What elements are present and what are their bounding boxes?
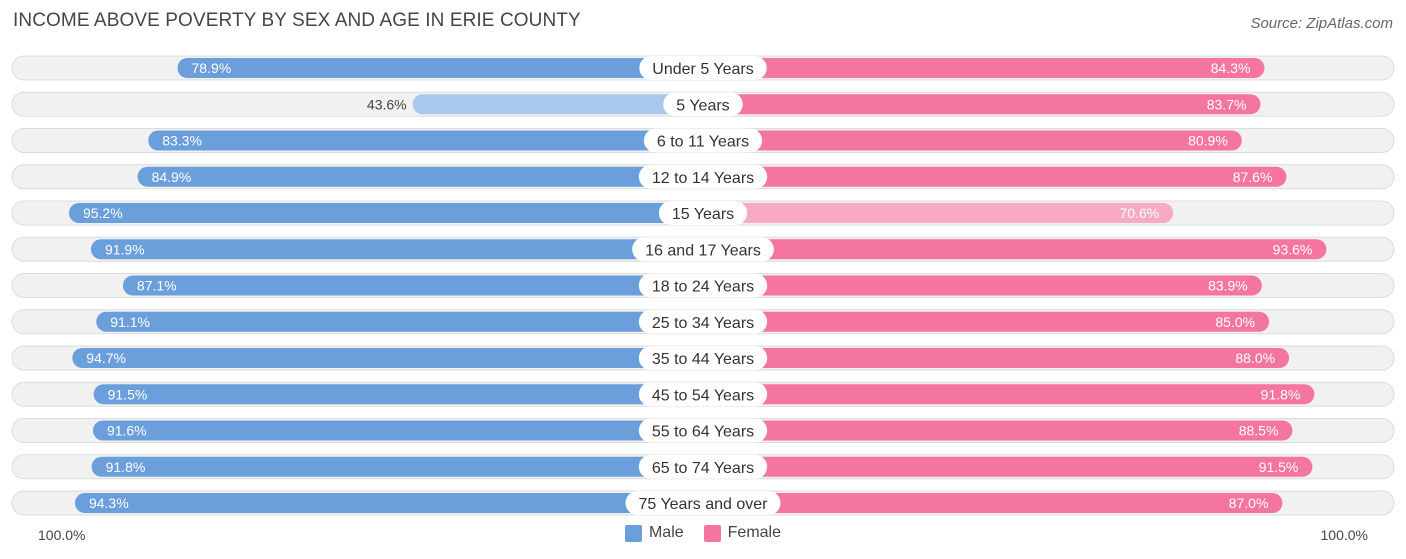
- female-bar: [703, 275, 1262, 296]
- category-pill: [632, 237, 774, 262]
- female-bar: [703, 311, 1270, 332]
- male-value-label: 94.3%: [89, 495, 129, 511]
- male-bar: [74, 493, 704, 513]
- male-bar: [148, 130, 704, 151]
- category-label: Under 5 Years: [652, 61, 753, 78]
- male-bar: [90, 239, 704, 260]
- female-value-label: 85.0%: [1215, 314, 1255, 330]
- female-bar: [703, 384, 1315, 405]
- male-value-label: 91.5%: [108, 386, 148, 402]
- category-pill: [638, 309, 768, 334]
- male-value-label: 94.7%: [86, 350, 126, 366]
- category-pill: [625, 491, 781, 515]
- female-bar: [703, 58, 1265, 78]
- female-value-label: 88.0%: [1235, 350, 1275, 366]
- female-value-label: 91.5%: [1259, 459, 1299, 475]
- category-label: 45 to 54 Years: [652, 387, 754, 404]
- male-bar: [91, 456, 703, 477]
- category-pill: [658, 201, 748, 225]
- category-label: 18 to 24 Years: [652, 279, 754, 296]
- category-label: 5 Years: [676, 97, 729, 114]
- category-pill: [663, 92, 743, 117]
- male-value-label: 87.1%: [137, 278, 177, 294]
- male-bar: [68, 203, 703, 223]
- female-bar: [703, 456, 1313, 477]
- source-label: Source: ZipAtlas.com: [1250, 15, 1393, 32]
- male-bar: [96, 311, 704, 332]
- male-value-label: 84.9%: [152, 169, 192, 185]
- category-label: 55 to 64 Years: [652, 424, 754, 441]
- female-bar: [703, 203, 1174, 223]
- female-value-label: 83.7%: [1207, 96, 1247, 112]
- category-label: 75 Years and over: [639, 496, 769, 513]
- male-bar: [412, 94, 703, 115]
- category-pill: [638, 273, 768, 298]
- category-pill: [638, 346, 768, 370]
- axis-left-label: 100.0%: [38, 527, 86, 543]
- category-label: 15 Years: [672, 206, 734, 223]
- male-value-label: 95.2%: [83, 205, 123, 221]
- category-label: 65 to 74 Years: [652, 460, 754, 477]
- male-bar: [122, 275, 703, 296]
- female-bar: [703, 94, 1261, 115]
- category-label: 6 to 11 Years: [657, 134, 749, 151]
- male-bar: [92, 420, 704, 441]
- category-label: 25 to 34 Years: [652, 315, 754, 332]
- female-bar: [703, 239, 1327, 260]
- female-value-label: 87.6%: [1233, 169, 1273, 185]
- category-label: 12 to 14 Years: [652, 170, 754, 187]
- male-bar: [93, 384, 704, 405]
- male-value-label: 83.3%: [162, 133, 202, 149]
- male-value-label: 91.9%: [105, 241, 145, 257]
- male-value-label: 78.9%: [192, 60, 232, 76]
- male-value-label: 91.8%: [106, 459, 146, 475]
- legend-item-male: Male: [624, 524, 684, 542]
- category-pill: [638, 454, 768, 479]
- category-pill: [639, 56, 767, 80]
- category-pill: [643, 128, 763, 153]
- chart-title: INCOME ABOVE POVERTY BY SEX AND AGE IN E…: [13, 10, 581, 31]
- male-bar: [72, 348, 704, 368]
- category-pill: [638, 164, 768, 189]
- female-value-label: 84.3%: [1211, 60, 1251, 76]
- female-bar: [703, 130, 1242, 151]
- female-bar: [703, 166, 1287, 187]
- female-value-label: 83.9%: [1208, 278, 1248, 294]
- female-value-label: 70.6%: [1119, 205, 1159, 221]
- legend: Male Female: [0, 524, 1406, 542]
- category-label: 16 and 17 Years: [645, 242, 761, 259]
- female-bar: [703, 348, 1290, 368]
- female-value-label: 87.0%: [1229, 495, 1269, 511]
- female-value-label: 88.5%: [1239, 423, 1279, 439]
- female-value-label: 80.9%: [1188, 133, 1228, 149]
- legend-label-male: Male: [648, 524, 684, 541]
- legend-label-female: Female: [727, 524, 782, 541]
- male-value-label: 91.1%: [110, 314, 150, 330]
- category-label: 35 to 44 Years: [652, 351, 754, 368]
- female-value-label: 91.8%: [1261, 386, 1301, 402]
- category-pill: [638, 418, 768, 443]
- male-value-label: 43.6%: [367, 96, 407, 112]
- female-bar: [703, 493, 1283, 513]
- legend-swatch-female: [703, 524, 721, 542]
- female-bar: [703, 420, 1293, 441]
- male-bar: [137, 166, 704, 187]
- axis-right-label: 100.0%: [1320, 527, 1368, 543]
- legend-swatch-male: [624, 524, 642, 542]
- male-bar: [177, 58, 703, 78]
- female-value-label: 93.6%: [1273, 241, 1313, 257]
- male-value-label: 91.6%: [107, 423, 147, 439]
- category-pill: [638, 382, 768, 407]
- legend-item-female: Female: [703, 524, 782, 542]
